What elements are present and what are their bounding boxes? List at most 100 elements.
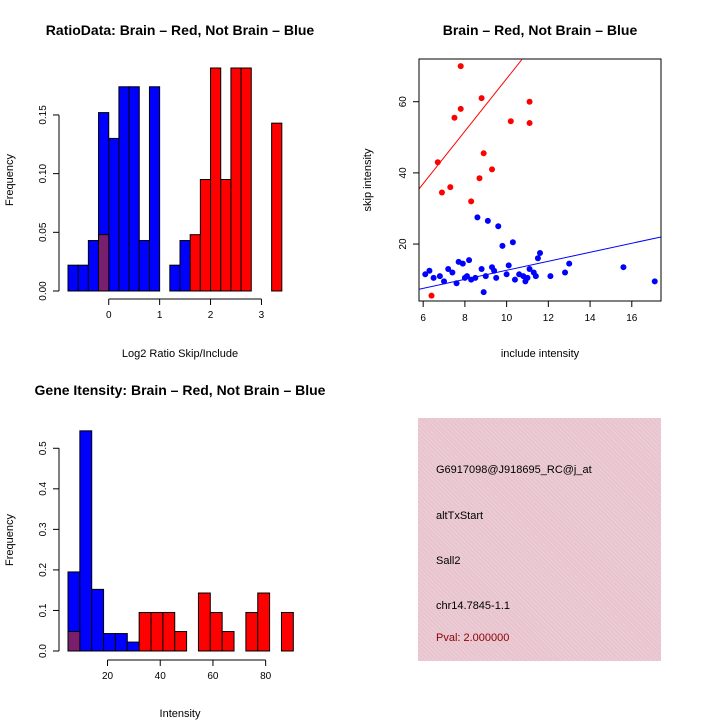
scatter-x-tick-label-0: 6: [420, 313, 426, 324]
scatter-point-red-6: [457, 105, 464, 112]
info-location: chr14.7845-1.1: [436, 600, 510, 612]
intensity-y-tick-label-4: 0.4: [38, 481, 49, 495]
ratio-bar-blue-8: [148, 86, 161, 292]
intensity-title: Gene Itensity: Brain – Red, Not Brain – …: [35, 382, 326, 398]
ratio-bar-blue-5: [118, 86, 130, 292]
ratio-x-tick-label-1: 1: [157, 310, 163, 321]
ratio-bar-red-0: [189, 234, 201, 292]
intensity-bar-red-8: [257, 592, 271, 652]
scatter-ylabel: skip intensity: [362, 148, 374, 211]
scatter-point-blue-38: [547, 273, 554, 280]
scatter-point-red-13: [489, 166, 496, 173]
ratio-bar-red-2: [210, 67, 222, 292]
scatter-point-red-0: [428, 292, 435, 299]
scatter-point-blue-24: [499, 242, 506, 249]
intensity-y-tick-label-2: 0.2: [38, 563, 49, 577]
intensity-y-tick-label-3: 0.3: [38, 522, 49, 536]
ratio-bar-purple-0: [98, 234, 110, 292]
scatter-point-blue-42: [651, 278, 658, 285]
ratio-histogram-panel: RatioData: Brain – Red, Not Brain – Blue…: [4, 22, 314, 360]
scatter-point-red-2: [438, 189, 445, 196]
scatter-point-blue-17: [480, 289, 487, 296]
intensity-bar-blue-4: [114, 633, 128, 652]
scatter-point-red-12: [480, 150, 487, 157]
scatter-point-red-9: [468, 198, 475, 205]
scatter-point-red-4: [451, 114, 458, 121]
scatter-point-red-19: [531, 6, 537, 12]
scatter-fit-lines: [419, 59, 661, 290]
scatter-point-blue-36: [534, 255, 541, 262]
intensity-bar-blue-2: [91, 588, 105, 652]
scatter-point-blue-32: [524, 274, 531, 281]
intensity-x-tick-label-0: 20: [102, 671, 114, 682]
ratio-bar-blue-0: [67, 264, 79, 292]
scatter-point-red-3: [447, 184, 454, 191]
ratio-bar-blue-1: [77, 264, 89, 292]
scatter-point-blue-27: [509, 239, 516, 246]
scatter-point-blue-1: [426, 267, 433, 274]
scatter-panel: Brain – Red, Not Brain – Blue 6 8 10 12 14 16…: [362, 6, 662, 360]
ratio-y-tick-label-3: 0.15: [38, 105, 49, 125]
intensity-bar-red-5: [209, 611, 223, 652]
scatter-title: Brain – Red, Not Brain – Blue: [443, 22, 638, 38]
ratio-y-tick-label-2: 0.10: [38, 163, 49, 183]
intensity-bars: [67, 430, 294, 652]
scatter-y-tick-label-1: 40: [398, 167, 409, 179]
scatter-points: [422, 6, 658, 299]
intensity-bar-blue-1: [79, 430, 93, 652]
intensity-bar-red-6: [221, 631, 235, 652]
scatter-point-blue-7: [453, 280, 460, 287]
ratio-bar-blue-9: [169, 264, 181, 292]
scatter-point-blue-4: [441, 278, 448, 285]
scatter-point-blue-39: [562, 269, 569, 276]
scatter-point-blue-5: [445, 265, 452, 272]
ratio-ylabel: Frequency: [4, 154, 16, 206]
scatter-point-red-18: [526, 120, 533, 127]
scatter-point-red-16: [516, 38, 522, 44]
scatter-point-blue-25: [503, 271, 510, 278]
intensity-bar-red-3: [174, 631, 188, 652]
intensity-y-tick-label-1: 0.1: [38, 603, 49, 617]
scatter-y-tick-label-0: 20: [398, 238, 409, 250]
scatter-point-blue-15: [474, 214, 481, 221]
scatter-point-blue-16: [478, 265, 485, 272]
ratio-title: RatioData: Brain – Red, Not Brain – Blue: [46, 22, 315, 38]
info-box: G6917098@J918695_RC@j_at altTxStart Sall…: [418, 418, 661, 661]
intensity-bar-red-0: [138, 611, 152, 652]
ratio-bar-red-5: [240, 67, 252, 292]
ratio-y-tick-label-0: 0.00: [38, 281, 49, 301]
scatter-point-blue-22: [493, 274, 500, 281]
scatter-point-blue-19: [484, 217, 491, 224]
intensity-x-tick-label-3: 80: [260, 671, 272, 682]
scatter-point-red-7: [457, 63, 464, 70]
intensity-axes: 20 40 60 80 0.0 0.1 0.2 0.3 0.4 0.5: [38, 441, 272, 682]
scatter-xlabel: include intensity: [501, 348, 580, 360]
ratio-x-tick-label-2: 2: [208, 310, 214, 321]
ratio-bar-blue-7: [138, 240, 150, 292]
scatter-point-blue-2: [430, 274, 437, 281]
info-event-type: altTxStart: [436, 510, 484, 522]
ratio-y-tick-label-1: 0.05: [38, 222, 49, 242]
scatter-fit-line-blue: [419, 236, 661, 290]
scatter-fit-line-red: [419, 59, 523, 190]
scatter-point-blue-3: [436, 273, 443, 280]
scatter-axes: 6 8 10 12 14 16 20 40 60: [398, 96, 638, 324]
scatter-point-blue-28: [511, 276, 518, 283]
intensity-bar-blue-3: [103, 633, 116, 652]
scatter-point-blue-6: [449, 269, 456, 276]
intensity-bar-red-7: [245, 611, 259, 652]
scatter-point-blue-12: [466, 257, 473, 264]
ratio-x-tick-label-3: 3: [259, 310, 265, 321]
scatter-x-tick-label-5: 16: [626, 313, 638, 324]
scatter-point-blue-26: [505, 262, 512, 269]
intensity-bar-red-9: [280, 611, 294, 652]
scatter-x-tick-label-4: 14: [585, 313, 597, 324]
ratio-x-tick-label-0: 0: [106, 310, 112, 321]
scatter-point-blue-9: [459, 260, 466, 267]
scatter-point-red-17: [526, 98, 533, 105]
ratio-bar-red-6: [271, 122, 283, 292]
scatter-point-blue-35: [532, 273, 539, 280]
ratio-axes: 0 1 2 3 0.00 0.05 0.10 0.15: [38, 105, 265, 321]
scatter-point-blue-23: [495, 223, 502, 230]
intensity-x-tick-label-2: 60: [207, 671, 219, 682]
